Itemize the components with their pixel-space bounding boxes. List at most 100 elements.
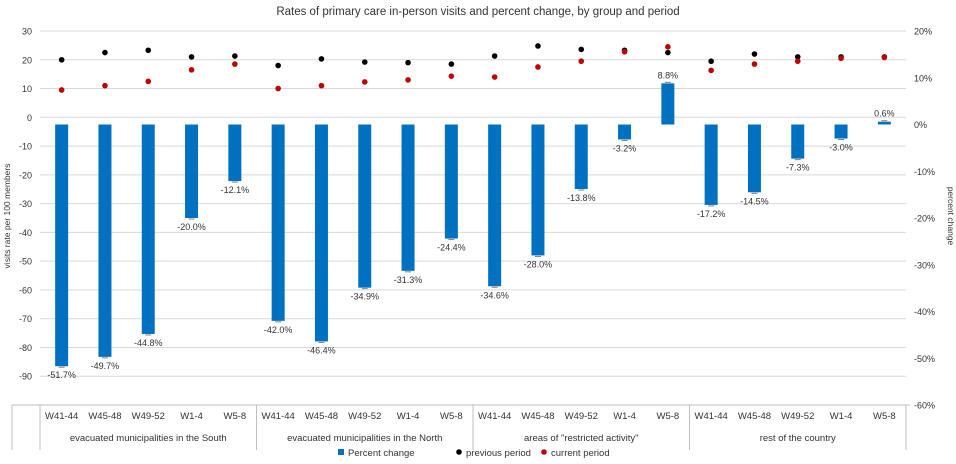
previous-period-point [751,51,758,57]
x-tick-label: W49-52 [565,411,598,422]
y-left-tick-label: -20 [19,170,32,180]
bar [185,124,199,218]
x-tick-label: W1-4 [397,411,420,422]
y-left-tick-label: -80 [19,343,32,353]
x-tick-label: W5-8 [656,411,679,422]
current-period-point [621,48,628,55]
bar-data-label: -12.1% [221,185,250,195]
gridlines [40,30,906,377]
current-period-point [145,78,152,85]
bar-data-label: -42.0% [264,325,293,335]
previous-period-point [102,49,108,56]
bar-data-label: -34.6% [480,290,509,300]
group-label: evacuated municipalities in the North [287,433,442,444]
current-period-point [578,58,585,65]
y-left-tick-label: 10 [22,84,32,94]
y-right-tick-label: 20% [914,27,932,37]
bar [661,83,675,125]
bar [141,124,155,334]
y-left-tick-label: -60 [19,285,32,295]
bar [877,121,891,125]
y-right-tick-label: -10% [914,167,935,177]
y-right-tick-label: 0% [914,120,927,130]
bar [401,124,415,271]
bar-data-label: 0.6% [874,109,895,119]
legend-label: current period [551,448,610,459]
bar-data-label: -17.2% [697,209,726,219]
y-right-tick-label: -60% [914,401,935,411]
bar-data-label: -31.3% [394,275,423,285]
bar-series-percent-change: -51.7% -49.7% -44.8% -20.0% -12.1% -42.0% -46.… [47,70,894,380]
bar-data-label: -46.4% [307,345,336,355]
previous-period-point [275,62,281,69]
current-period-point [318,82,325,89]
bar [444,124,458,239]
bar-data-label: -51.7% [47,370,76,380]
bar-data-label: -13.8% [567,193,596,203]
x-tick-label: W45-48 [738,411,771,422]
x-tick-label: W41-44 [478,411,511,422]
y-left-tick-label: 20 [22,55,32,65]
current-period-point [232,61,238,67]
legend: Percent change previous period current per… [338,448,610,459]
x-tick-label: W41-44 [45,411,78,422]
x-tick-label: W1-4 [830,411,853,422]
bar-data-label: -24.4% [437,243,466,253]
bar [271,124,285,321]
bar [531,124,545,256]
bar-data-label: -34.9% [350,292,379,302]
group-label: areas of "restricted activity" [524,433,638,444]
previous-period-point [318,56,325,62]
previous-period-point [361,59,368,65]
previous-period-point [491,53,498,59]
bar-data-label: -3.2% [613,143,637,153]
y-right-tick-label: -20% [914,214,935,224]
chart-title: Rates of primary care in-person visits a… [276,6,679,18]
y-right-tick-label: -30% [914,260,935,270]
legend-label: Percent change [348,448,415,459]
bar [834,124,848,139]
x-tick-label: W49-52 [348,411,381,422]
bar [314,124,328,342]
y-left-tick-label: -10 [19,142,32,152]
x-tick-label: W5-8 [440,411,463,422]
current-period-point [838,55,844,62]
y-left-tick-label: -30 [19,199,32,209]
current-period-point [665,44,671,50]
legend-swatch-dot [541,449,547,455]
bar [55,124,69,367]
y-right-tick-label: -40% [914,307,935,317]
y-left-tick-label: -50 [19,257,32,267]
previous-period-point [665,49,671,56]
y-axis-left-label: visits rate per 100 members [2,164,12,269]
y-left-tick-label: -90 [19,372,32,382]
dot-series [58,43,888,93]
x-tick-label: W5-8 [873,411,896,422]
legend-label: previous period [466,448,531,459]
y-left-tick-label: 30 [22,27,32,37]
previous-period-point [58,56,65,63]
bar [704,124,718,205]
current-period-point [102,82,108,89]
current-period-point [491,74,498,80]
x-tick-label: W49-52 [781,411,814,422]
current-period-point [535,64,541,70]
y-left-tick-label: 0 [27,113,32,123]
y-right-tick-label: 10% [914,73,932,83]
x-tick-label: W45-48 [521,411,554,422]
current-period-point [361,79,368,85]
previous-period-point [535,43,541,49]
x-tick-label: W5-8 [223,411,246,422]
x-tick-label: W45-48 [88,411,121,422]
current-period-point [794,58,801,65]
previous-period-point [448,61,455,67]
bar-data-label: -44.8% [134,338,163,348]
legend-swatch-dot [456,449,462,455]
bar [228,124,242,182]
y-left-tick-label: -40 [19,228,32,238]
bar-data-label: -28.0% [524,259,553,269]
current-period-point [58,87,65,93]
previous-period-point [188,54,195,60]
bar [98,124,112,357]
